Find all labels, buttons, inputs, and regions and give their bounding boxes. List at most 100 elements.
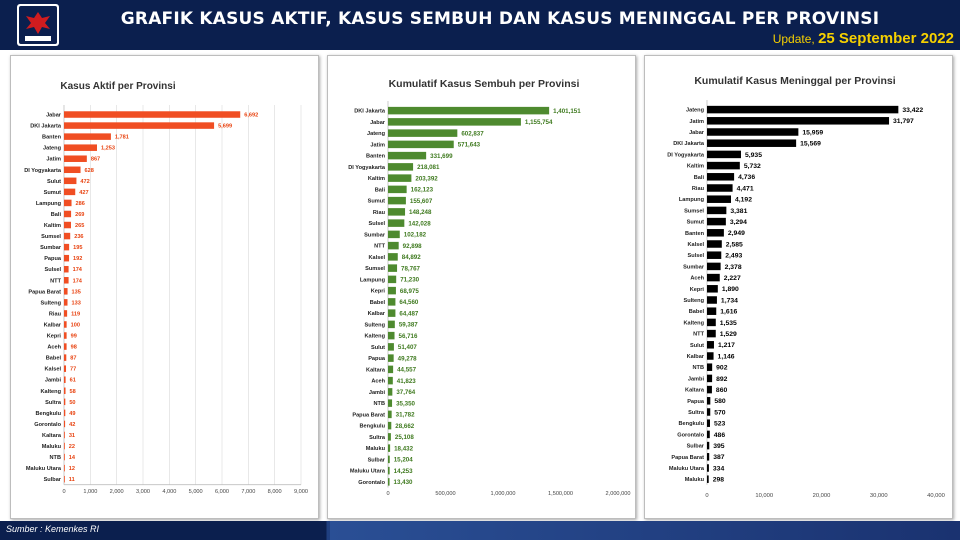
category-label: Jabar bbox=[689, 130, 705, 136]
category-label: Gorontalo bbox=[34, 422, 61, 428]
data-label: 2,227 bbox=[724, 275, 741, 282]
bar bbox=[707, 139, 797, 147]
data-label: 133 bbox=[72, 300, 81, 306]
chart-title: Kasus Aktif per Provinsi bbox=[60, 81, 175, 92]
category-label: Riau bbox=[373, 210, 386, 216]
category-label: Papua bbox=[44, 256, 62, 262]
category-label: Kalteng bbox=[683, 320, 704, 326]
data-label: 64,487 bbox=[399, 310, 418, 317]
data-label: 1,781 bbox=[115, 135, 129, 141]
category-label: Aceh bbox=[47, 345, 61, 351]
bar bbox=[707, 374, 713, 383]
data-label: 78,767 bbox=[401, 265, 420, 272]
category-label: Jambi bbox=[369, 390, 386, 396]
footer-bar: Sumber : Kemenkes RI bbox=[0, 521, 960, 540]
bar bbox=[64, 354, 67, 361]
category-label: Gorontalo bbox=[358, 480, 385, 486]
bar bbox=[707, 318, 716, 327]
bar bbox=[707, 161, 740, 170]
data-label: 61 bbox=[70, 378, 76, 384]
data-label: 523 bbox=[714, 421, 726, 428]
tick-label: 5,000 bbox=[189, 489, 203, 495]
tick-label: 8,000 bbox=[268, 489, 282, 495]
bar bbox=[707, 195, 731, 203]
bar bbox=[388, 163, 414, 171]
bar bbox=[64, 420, 66, 428]
category-label: Riau bbox=[49, 311, 62, 317]
bar bbox=[388, 219, 405, 227]
bar bbox=[707, 307, 717, 315]
data-label: 192 bbox=[73, 256, 82, 262]
category-label: Kalbar bbox=[687, 354, 705, 360]
data-label: 5,935 bbox=[745, 152, 762, 159]
bar bbox=[64, 376, 66, 383]
bar bbox=[707, 240, 722, 248]
data-label: 59,387 bbox=[399, 322, 418, 329]
bar bbox=[64, 265, 69, 273]
tick-label: 0 bbox=[62, 489, 65, 495]
bar bbox=[388, 399, 393, 407]
category-label: NTB bbox=[374, 401, 386, 407]
data-label: 3,381 bbox=[730, 208, 747, 215]
bar bbox=[707, 150, 741, 159]
category-label: Sulteng bbox=[364, 322, 385, 328]
data-label: 286 bbox=[76, 201, 85, 207]
bar bbox=[64, 475, 65, 483]
bar bbox=[64, 144, 97, 151]
category-label: Papua bbox=[687, 399, 705, 405]
category-label: Kepri bbox=[690, 287, 705, 293]
data-label: 22 bbox=[69, 444, 75, 450]
bar bbox=[707, 475, 709, 483]
bar bbox=[388, 185, 407, 194]
category-label: Bengkulu bbox=[679, 421, 705, 427]
data-label: 12 bbox=[69, 466, 75, 472]
category-label: Aceh bbox=[690, 276, 704, 282]
data-label: 99 bbox=[71, 334, 77, 340]
bar bbox=[707, 397, 711, 405]
category-label: Banten bbox=[685, 231, 705, 237]
data-label: 571,643 bbox=[458, 142, 481, 149]
category-label: Riau bbox=[692, 186, 705, 192]
data-label: 1,401,151 bbox=[553, 108, 581, 115]
data-label: 628 bbox=[85, 168, 94, 174]
category-label: Kalbar bbox=[44, 322, 62, 328]
chart-kasus-aktif: Kasus Aktif per Provinsi Jabar 6,692 DKI Ja… bbox=[24, 81, 308, 495]
data-label: 25,108 bbox=[395, 434, 414, 441]
data-label: 427 bbox=[79, 190, 88, 196]
category-label: Sulbar bbox=[44, 477, 62, 483]
category-label: Babel bbox=[46, 356, 62, 362]
tick-label: 30,000 bbox=[870, 493, 888, 499]
bar bbox=[64, 133, 111, 140]
category-label: Bengkulu bbox=[360, 424, 386, 430]
bar bbox=[707, 363, 713, 371]
data-label: 92,898 bbox=[403, 243, 422, 250]
bar bbox=[707, 217, 726, 226]
bar bbox=[707, 408, 711, 416]
bar bbox=[64, 177, 77, 185]
category-label: Maluku Utara bbox=[26, 466, 62, 472]
bar bbox=[64, 409, 66, 417]
tick-label: 9,000 bbox=[294, 489, 308, 495]
data-label: 15,204 bbox=[394, 457, 413, 464]
data-label: 5,732 bbox=[744, 163, 761, 170]
data-label: 2,585 bbox=[726, 241, 743, 248]
data-label: 570 bbox=[714, 409, 726, 416]
category-label: Jambi bbox=[688, 376, 705, 382]
data-label: 580 bbox=[714, 398, 726, 405]
data-label: 195 bbox=[73, 245, 82, 251]
data-label: 1,890 bbox=[722, 286, 739, 293]
category-label: Aceh bbox=[371, 379, 385, 385]
bar bbox=[388, 264, 398, 272]
bar bbox=[388, 309, 396, 317]
category-label: DKI Jakarta bbox=[673, 141, 705, 147]
bar bbox=[64, 398, 66, 406]
bar bbox=[64, 210, 72, 218]
tick-label: 4,000 bbox=[162, 489, 176, 495]
bar bbox=[64, 321, 67, 328]
bar bbox=[64, 332, 67, 339]
bar bbox=[64, 111, 241, 118]
category-label: Jatim bbox=[370, 142, 385, 148]
category-label: Bengkulu bbox=[36, 411, 62, 417]
data-label: 1,253 bbox=[101, 146, 115, 152]
category-label: Kaltim bbox=[687, 164, 704, 170]
